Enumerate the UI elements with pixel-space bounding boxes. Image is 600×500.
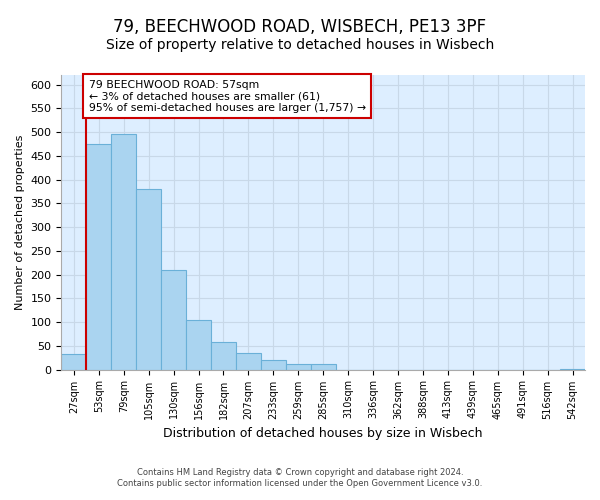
Bar xyxy=(61,354,86,370)
Text: 79 BEECHWOOD ROAD: 57sqm
← 3% of detached houses are smaller (61)
95% of semi-de: 79 BEECHWOOD ROAD: 57sqm ← 3% of detache… xyxy=(89,80,366,113)
Bar xyxy=(286,364,311,370)
X-axis label: Distribution of detached houses by size in Wisbech: Distribution of detached houses by size … xyxy=(163,427,483,440)
Text: 79, BEECHWOOD ROAD, WISBECH, PE13 3PF: 79, BEECHWOOD ROAD, WISBECH, PE13 3PF xyxy=(113,18,487,36)
Bar xyxy=(236,353,261,370)
Bar xyxy=(186,320,211,370)
Text: Contains HM Land Registry data © Crown copyright and database right 2024.
Contai: Contains HM Land Registry data © Crown c… xyxy=(118,468,482,487)
Bar xyxy=(86,144,111,370)
Bar xyxy=(211,342,236,369)
Bar xyxy=(161,270,186,370)
Text: Size of property relative to detached houses in Wisbech: Size of property relative to detached ho… xyxy=(106,38,494,52)
Bar xyxy=(560,368,585,370)
Bar xyxy=(111,134,136,370)
Bar xyxy=(311,364,335,370)
Bar xyxy=(261,360,286,370)
Bar xyxy=(136,189,161,370)
Y-axis label: Number of detached properties: Number of detached properties xyxy=(15,134,25,310)
